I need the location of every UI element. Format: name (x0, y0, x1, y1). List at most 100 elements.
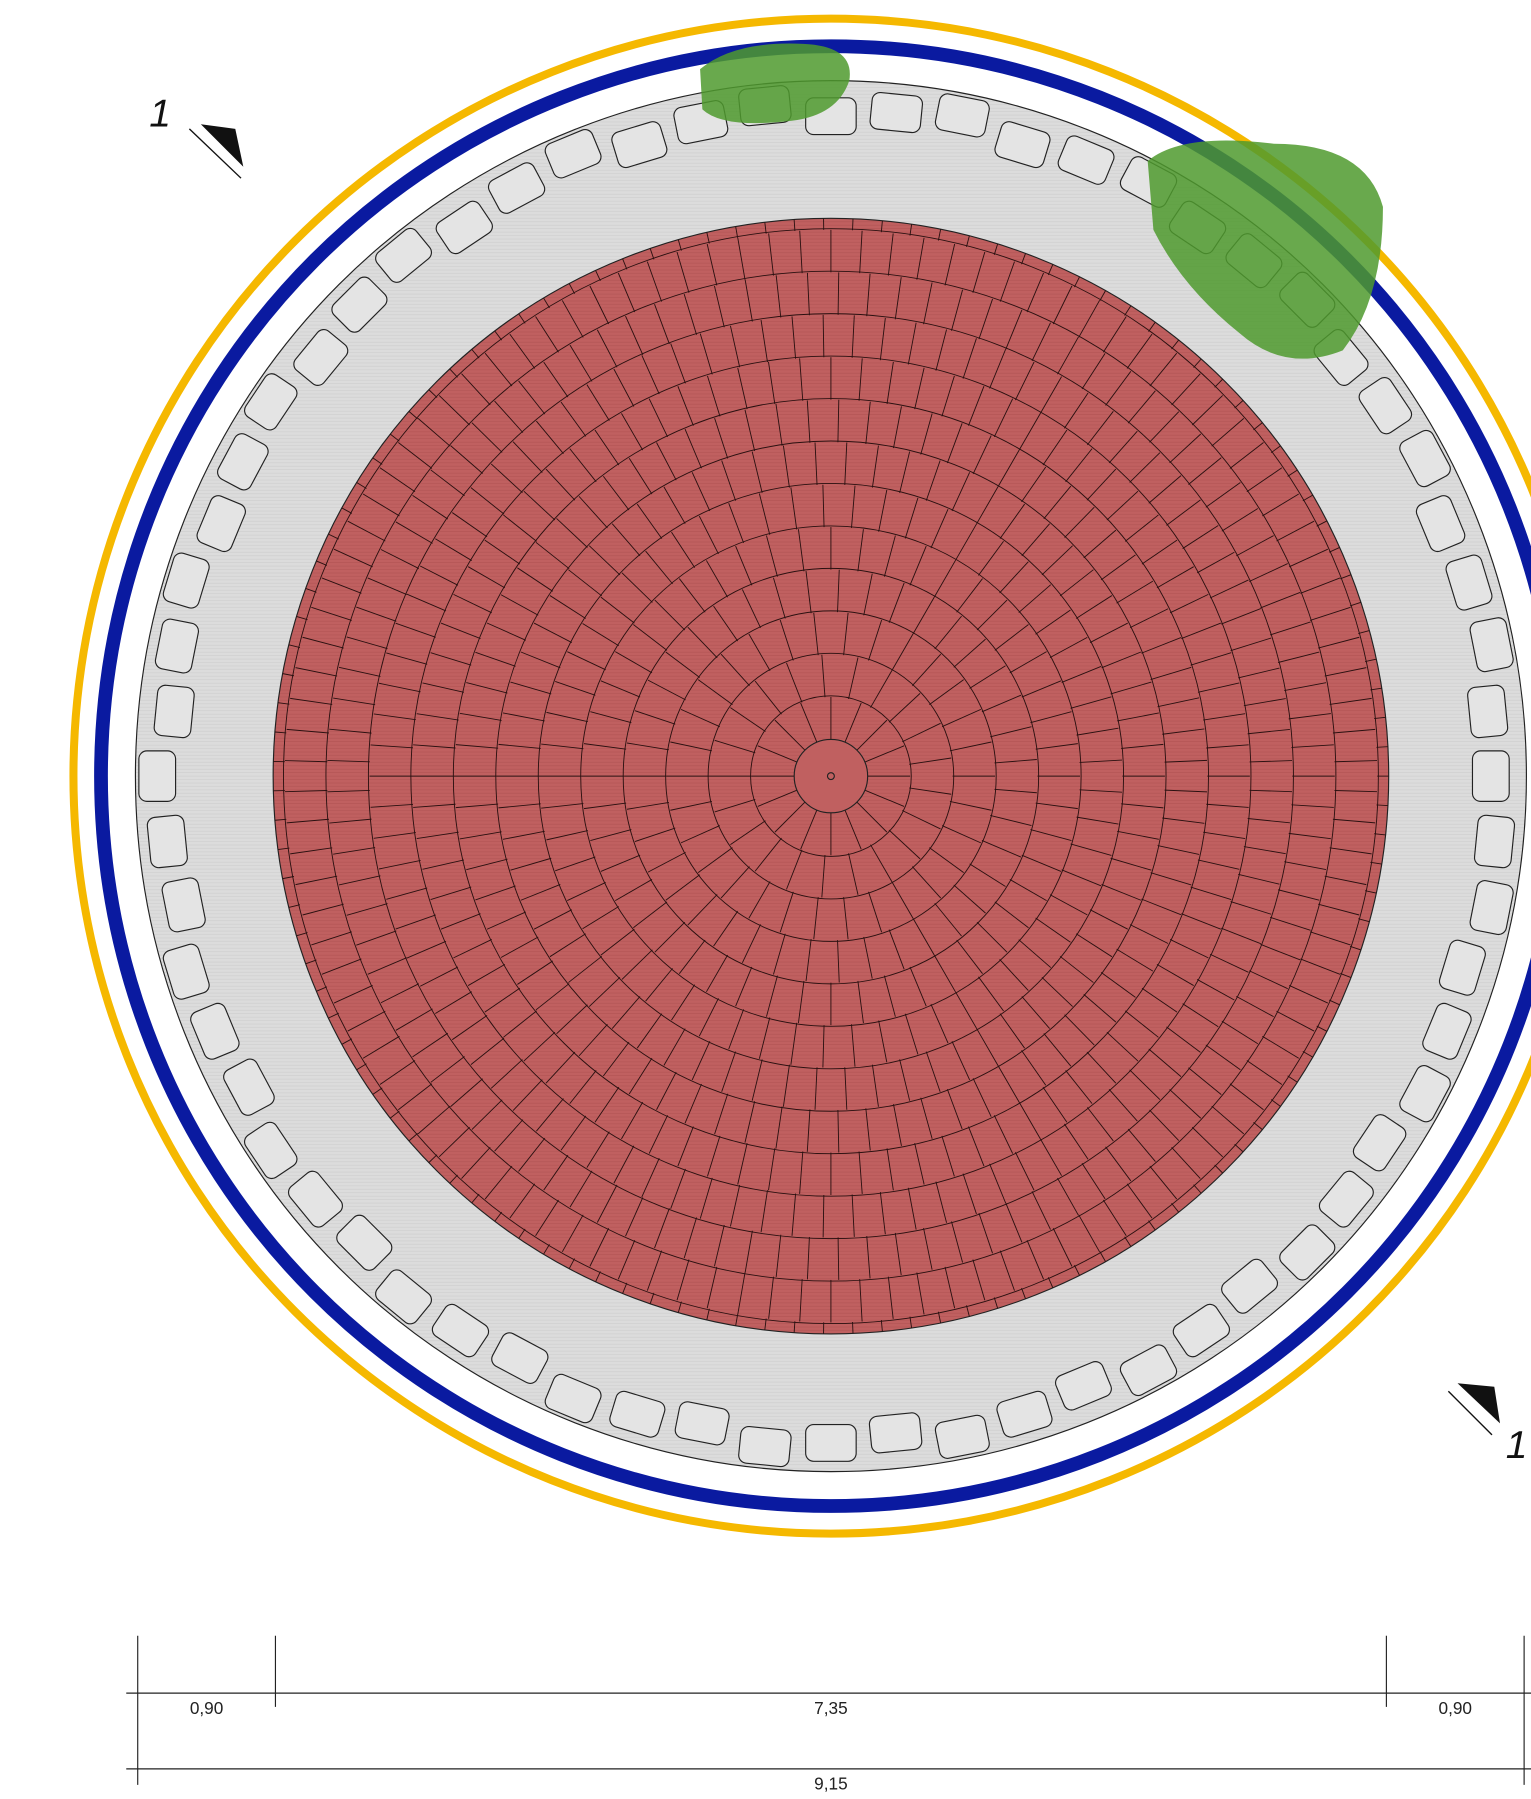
paver-joint (797, 980, 805, 1024)
paver-joint (714, 799, 756, 813)
paver-joint (1214, 378, 1224, 388)
paver-joint (1021, 1050, 1047, 1086)
paver-joint (509, 1183, 536, 1219)
paver-joint (678, 939, 706, 974)
paver-joint (594, 1086, 620, 1123)
paver-joint (1316, 520, 1328, 527)
paver-joint (450, 1078, 483, 1107)
paver-joint (858, 358, 863, 401)
paver-joint (1021, 253, 1026, 265)
paver-joint (791, 316, 797, 359)
paver-joint (1249, 789, 1293, 793)
paver-joint (390, 433, 400, 442)
paver-joint (806, 400, 811, 443)
paver-joint (741, 924, 761, 963)
paver-joint (677, 239, 682, 251)
paver-joint (994, 788, 1037, 794)
paver-joint (617, 272, 636, 313)
paver-joint (972, 1259, 986, 1301)
paver-joint (888, 582, 905, 623)
paver-joint (1065, 448, 1093, 483)
paver-joint (633, 901, 668, 929)
paver-joint (1064, 1123, 1089, 1160)
blue-ring (94, 39, 1531, 1513)
paver-joint (1041, 976, 1073, 1007)
paver-joint (490, 1059, 523, 1089)
stone (331, 276, 388, 333)
stone (544, 1373, 602, 1424)
stone (162, 552, 210, 609)
paver-joint (1121, 743, 1164, 749)
stone (161, 877, 206, 933)
paver-joint (1021, 854, 1062, 872)
paver-joint (569, 344, 593, 382)
paver-joint (773, 933, 786, 975)
paver-joint (535, 541, 570, 570)
paver-joint (296, 932, 308, 937)
stone (544, 128, 602, 179)
paver-joint (902, 810, 941, 830)
paver-joint (844, 702, 862, 743)
paver-joint (648, 398, 669, 438)
paver-joint (378, 859, 421, 870)
paver-joint (1230, 901, 1272, 915)
paver-joint (955, 523, 978, 561)
paver-joint (1079, 789, 1123, 793)
paver-joint (893, 1104, 902, 1146)
paver-joint (744, 1230, 753, 1273)
paver-joint (1188, 457, 1222, 485)
paver-joint (697, 679, 733, 705)
paver-joint (933, 560, 956, 598)
paver-joint (976, 486, 999, 524)
paver-joint (1276, 520, 1315, 542)
paver-joint (713, 285, 725, 328)
paver-joint (586, 384, 610, 421)
paver-joint (484, 539, 521, 565)
paver-joint (793, 1321, 796, 1333)
paver-joint (670, 1168, 686, 1209)
paver-joint (1324, 875, 1367, 886)
stone (293, 329, 349, 386)
paver-joint (929, 847, 964, 873)
paver-joint (449, 1174, 458, 1184)
paver-joint (1221, 927, 1261, 945)
paver-joint (1083, 529, 1117, 559)
paver-joint (560, 401, 587, 437)
paver-joint (1166, 499, 1201, 526)
paver-joint (578, 496, 608, 529)
paver-joint (626, 742, 669, 751)
paver-joint (1329, 847, 1372, 855)
shrub (1147, 140, 1383, 359)
paver-joint (1300, 958, 1341, 975)
paver-joint (941, 1135, 955, 1177)
paver-joint (395, 622, 436, 638)
paver-joint (1047, 264, 1054, 276)
paver-joint (822, 1194, 825, 1238)
paver-joint (863, 936, 873, 979)
paver-joint (484, 987, 521, 1013)
paver-joint (654, 921, 686, 953)
paver-joint (768, 233, 774, 276)
paver-joint (634, 710, 676, 725)
paver-joint (649, 248, 655, 260)
paver-joint (295, 875, 338, 886)
stone (1318, 1170, 1374, 1228)
paver-joint (549, 933, 586, 958)
paver-joint (935, 329, 948, 371)
stone (1469, 617, 1514, 673)
paver-joint (894, 277, 902, 320)
paver-joint (899, 451, 911, 493)
paver-joint (373, 832, 416, 839)
paver-joint (649, 1292, 655, 1304)
paver-joint (1236, 535, 1274, 557)
paver-joint (484, 352, 513, 387)
section-label: 1 (1506, 1424, 1528, 1467)
paver-joint (656, 1071, 677, 1110)
paver-joint (555, 856, 596, 872)
paver-joint (1102, 316, 1127, 353)
paver-joint (509, 333, 536, 369)
paver-joint (636, 1013, 663, 1049)
paver-joint (1247, 728, 1290, 735)
paver-joint (941, 375, 955, 417)
stone (1358, 377, 1413, 435)
